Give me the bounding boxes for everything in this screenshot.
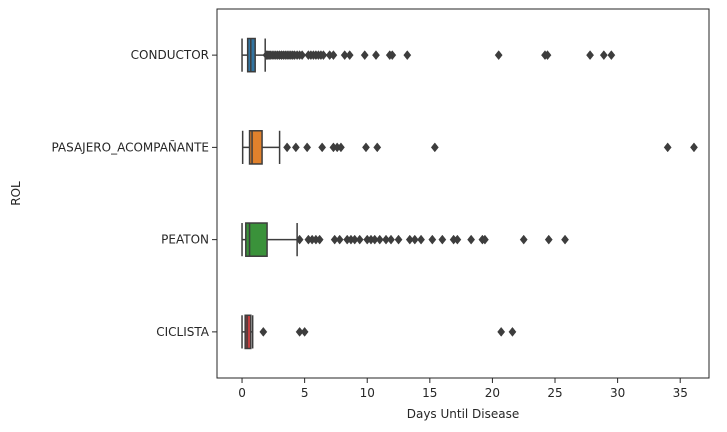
box-group-conductor [241,37,616,73]
outlier-point [291,142,300,153]
box-iqr [245,222,268,257]
outlier-point [508,326,517,337]
outlier-point [394,234,403,245]
outlier-point [298,50,307,61]
outlier-point [388,50,397,61]
x-tick-label: 20 [485,386,500,400]
outlier-point [428,234,437,245]
outlier-point [375,234,384,245]
outlier-point [410,234,419,245]
x-axis-label: Days Until Disease [407,407,520,421]
outlier-point [387,234,395,245]
plot-area: CONDUCTOR PASAJERO_ACOMPAÑANTE PEATON CICLI… [51,8,710,400]
x-tick-label: 10 [360,386,375,400]
outlier-point [318,142,327,153]
outlier-point [519,234,528,245]
outlier-point [453,234,462,245]
outlier-point [480,234,489,245]
outlier-point [373,142,382,153]
outlier-point [303,142,312,153]
outlier-point [360,50,369,61]
y-tick-label: CICLISTA [156,325,210,339]
outlier-point [599,50,608,61]
x-tick-label: 15 [422,386,437,400]
outlier-point [690,142,698,153]
plot-frame [216,8,710,379]
y-tick-label: PASAJERO_ACOMPAÑANTE [51,139,209,154]
x-tick-label: 5 [301,386,309,400]
outlier-point [345,50,354,61]
x-tick-label: 25 [547,386,562,400]
outlier-point [319,50,328,61]
outlier-point [663,142,672,153]
x-tick-label: 30 [610,386,625,400]
outlier-point [417,234,425,245]
outlier-point [403,50,412,61]
box-iqr [244,314,252,350]
outlier-point [497,326,506,337]
outlier-point [362,142,370,153]
outlier-point [467,234,476,245]
outlier-point [544,234,553,245]
outlier-point [337,142,345,153]
outlier-point [335,234,344,245]
outlier-point [607,50,616,61]
outlier-point [355,234,364,245]
outlier-point [259,326,268,337]
box-group-pasajero-acompa-ante [241,130,698,165]
y-tick-label: PEATON [161,233,209,247]
outlier-point [543,50,552,61]
outlier-point [300,326,309,337]
y-tick-label: CONDUCTOR [131,48,209,62]
x-tick-label: 35 [673,386,688,400]
outlier-point [372,50,380,61]
outlier-point [586,50,594,61]
outlier-point [430,142,439,153]
y-axis-label: ROL [9,181,23,206]
outlier-point [315,234,324,245]
box-group-ciclista [241,314,517,350]
outlier-point [283,142,292,153]
outlier-point [438,234,447,245]
box-group-peaton [241,222,569,257]
x-tick-label: 0 [238,386,246,400]
outlier-point [494,50,503,61]
outlier-point [295,234,304,245]
outlier-point [329,50,338,61]
outlier-point [561,234,569,245]
